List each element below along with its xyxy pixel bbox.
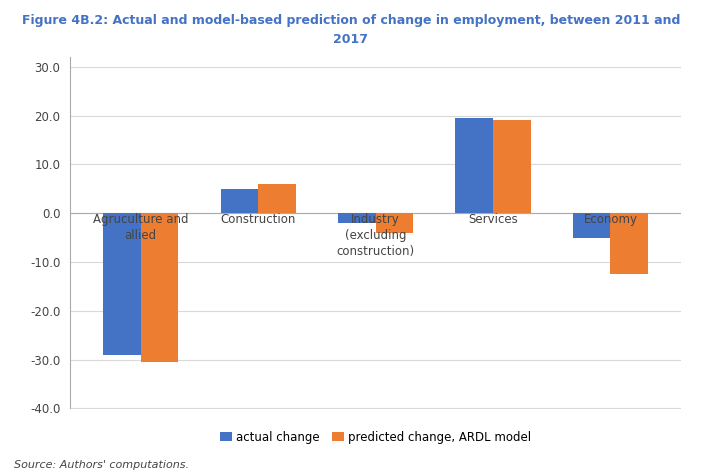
Text: Economy: Economy: [583, 213, 637, 226]
Text: Agruculture and
allied: Agruculture and allied: [93, 213, 188, 242]
Bar: [140, 213, 178, 362]
Bar: [611, 213, 648, 274]
Bar: [376, 213, 413, 233]
Text: Source: Authors' computations.: Source: Authors' computations.: [14, 460, 189, 470]
Bar: [338, 213, 376, 223]
Bar: [103, 213, 140, 355]
Text: Industry
(excluding
construction): Industry (excluding construction): [336, 213, 415, 258]
Bar: [573, 213, 611, 238]
Text: Figure 4B.2: Actual and model-based prediction of change in employment, between : Figure 4B.2: Actual and model-based pred…: [22, 14, 680, 27]
Legend: actual change, predicted change, ARDL model: actual change, predicted change, ARDL mo…: [215, 426, 536, 448]
Text: Services: Services: [468, 213, 518, 226]
Bar: [220, 189, 258, 213]
Bar: [456, 118, 493, 213]
Text: 2017: 2017: [333, 33, 369, 46]
Bar: [258, 184, 296, 213]
Text: Construction: Construction: [220, 213, 296, 226]
Bar: [493, 121, 531, 213]
